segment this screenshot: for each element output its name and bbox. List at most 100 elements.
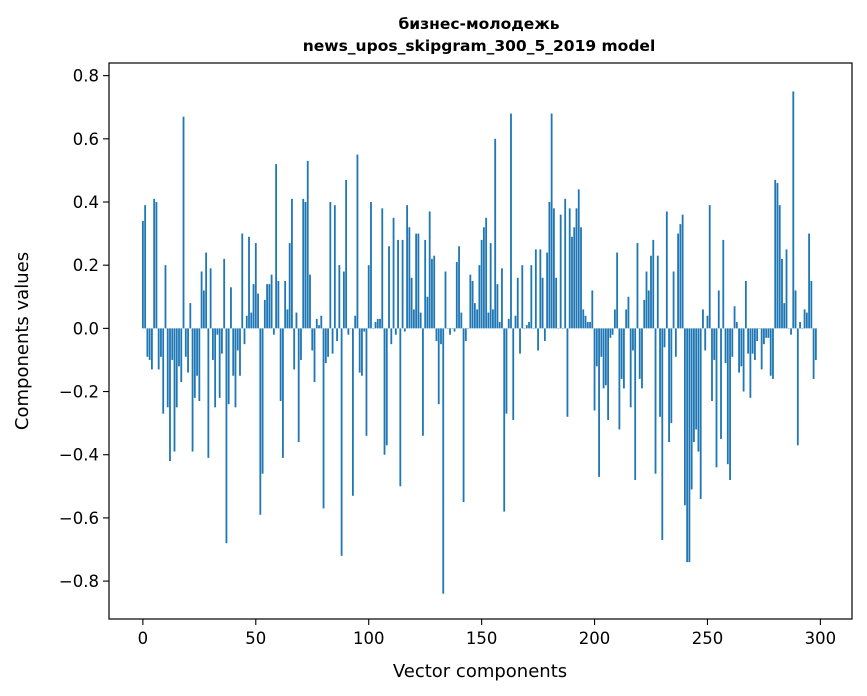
bar <box>148 328 151 360</box>
bar <box>702 309 704 329</box>
x-tick-label: 300 <box>805 629 837 648</box>
x-tick-label: 100 <box>353 629 385 648</box>
bar <box>162 328 165 414</box>
bar <box>462 328 465 503</box>
bar <box>363 328 366 332</box>
bar <box>580 227 582 329</box>
bar <box>198 328 201 402</box>
bar <box>279 328 282 402</box>
bar <box>293 328 296 370</box>
bar <box>431 258 433 329</box>
bar <box>399 328 402 487</box>
bar <box>178 328 180 367</box>
bar <box>376 318 379 329</box>
bar <box>403 328 406 332</box>
bar <box>552 208 555 329</box>
bar <box>670 328 673 424</box>
bar <box>738 328 740 373</box>
bar <box>333 205 336 329</box>
bar <box>656 255 659 329</box>
bar <box>318 325 320 329</box>
y-tick-label: −0.2 <box>59 383 99 402</box>
bar <box>749 328 752 398</box>
x-tick-label: 50 <box>245 629 266 648</box>
bar <box>239 328 241 376</box>
bar <box>729 328 731 480</box>
x-tick-label: 250 <box>692 629 724 648</box>
bar <box>250 312 253 329</box>
bar <box>272 328 275 335</box>
bar <box>516 277 519 329</box>
bar <box>735 322 738 329</box>
bar <box>361 328 363 376</box>
bar <box>783 303 786 329</box>
y-tick-label: 0.2 <box>73 256 99 275</box>
bar <box>410 277 413 329</box>
x-axis-label: Vector components <box>393 661 567 682</box>
bar <box>686 328 689 563</box>
bar <box>790 328 792 335</box>
bar <box>225 328 228 544</box>
bar <box>634 328 637 480</box>
bar <box>286 309 289 329</box>
bar <box>379 318 381 329</box>
bar <box>546 252 549 329</box>
bar <box>767 328 770 338</box>
bar <box>160 328 162 357</box>
bar <box>632 328 634 351</box>
bar <box>473 303 476 329</box>
bar <box>324 328 327 364</box>
bar <box>478 265 481 329</box>
bar <box>388 246 390 329</box>
x-axis-ticks: 0 50 100 150 200 250 300 <box>138 619 837 648</box>
y-tick-label: 0.6 <box>73 130 99 149</box>
bar <box>781 258 783 329</box>
bar <box>455 262 458 329</box>
bar <box>600 328 603 357</box>
bar <box>577 189 580 329</box>
bar <box>169 328 171 462</box>
bar <box>503 328 506 512</box>
bar <box>586 322 589 329</box>
bar <box>182 116 185 329</box>
bar <box>397 239 399 329</box>
bar <box>141 220 144 329</box>
bar <box>345 179 348 329</box>
bar <box>555 277 558 329</box>
bar <box>223 258 226 329</box>
bar <box>412 309 415 329</box>
bar <box>593 328 596 411</box>
bar <box>151 328 153 370</box>
bar <box>153 198 156 329</box>
bar <box>584 315 587 329</box>
bar <box>270 274 273 329</box>
bar <box>724 328 727 364</box>
bar <box>774 179 777 329</box>
bar <box>805 312 808 329</box>
bar <box>329 202 332 329</box>
bar <box>507 318 510 329</box>
bar <box>796 328 799 446</box>
bar <box>643 299 646 329</box>
bar <box>688 328 691 563</box>
bar <box>415 233 418 329</box>
bar <box>674 328 677 357</box>
bar <box>230 287 232 329</box>
bar <box>485 217 488 329</box>
bar <box>559 214 562 329</box>
bar <box>731 328 734 357</box>
bar <box>157 328 160 370</box>
bar <box>629 328 632 408</box>
bar <box>505 328 508 414</box>
bar <box>706 315 709 329</box>
bar <box>726 328 729 465</box>
bar <box>214 328 217 408</box>
bar <box>295 312 298 329</box>
bar <box>760 328 763 370</box>
bar <box>720 328 722 439</box>
bar <box>449 328 451 335</box>
bar <box>426 296 429 329</box>
bar <box>613 309 616 329</box>
